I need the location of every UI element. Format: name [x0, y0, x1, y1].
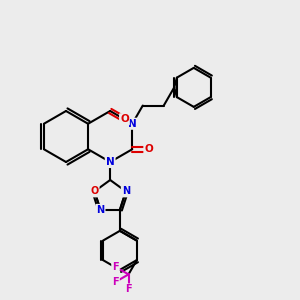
Text: N: N [106, 157, 115, 167]
Text: N: N [122, 186, 130, 197]
Text: N: N [128, 119, 136, 129]
Text: O: O [120, 114, 129, 124]
Text: O: O [144, 144, 153, 154]
Text: F: F [112, 262, 119, 272]
Text: F: F [112, 277, 119, 287]
Text: N: N [96, 205, 104, 215]
Text: O: O [90, 186, 99, 197]
Text: F: F [125, 284, 132, 294]
